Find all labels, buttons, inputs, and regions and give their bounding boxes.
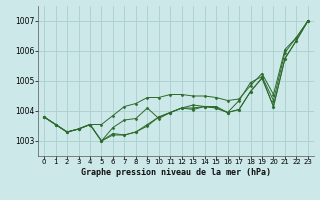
X-axis label: Graphe pression niveau de la mer (hPa): Graphe pression niveau de la mer (hPa) (81, 168, 271, 177)
